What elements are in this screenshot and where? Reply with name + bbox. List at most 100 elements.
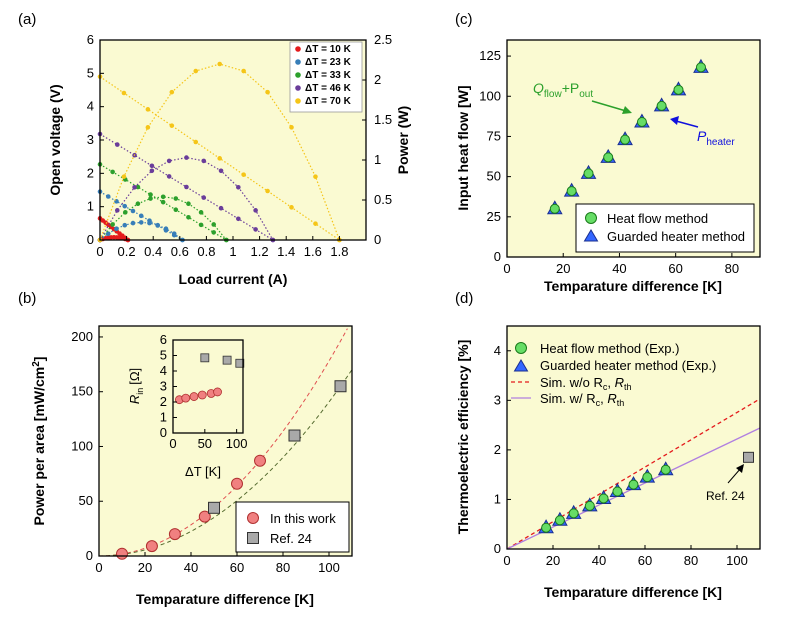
panel-c-ytick-5: 125: [479, 48, 501, 63]
panel-a-power-point-3-8: [236, 184, 241, 190]
panel-d-heat-flow-point-2: [568, 508, 579, 519]
panel-a-voltage-point-2-7: [186, 215, 191, 220]
panel-a-legend-marker-0: [295, 46, 301, 52]
panel-a-legend-marker-4: [295, 98, 301, 104]
panel-c-legend-guarded: Guarded heater method: [607, 229, 745, 244]
panel-c-heat-flow-point-7: [673, 84, 684, 95]
panel-a-power-point-4-4: [193, 68, 199, 74]
panel-b-this-work-point-4: [231, 477, 243, 490]
panel-a-legend-label-4: ΔT = 70 K: [305, 96, 352, 107]
panel-b-xtick-3: 60: [230, 560, 244, 575]
panel-c-annotation-qflow: Qflow+Pout: [533, 80, 593, 100]
panel-b-legend-marker-this-work: [247, 512, 259, 524]
panel-b-ytick-3: 150: [71, 384, 93, 399]
panel-c-arrow-qflow: [591, 100, 627, 112]
panel-a-ticks: 0 0.2 0.4 0.6 0.8 1 1.2 1.4 1.6 1.8 0 1 2 3 4 5 6 0 0.5 1 1.…: [87, 32, 392, 259]
panel-a-right-ytick-1: 0.5: [374, 192, 392, 207]
panel-c-arrowhead-qflow: [622, 106, 632, 114]
panel-d-xtick-5: 100: [726, 553, 748, 568]
panel-b-legend-marker-ref24: [247, 532, 259, 544]
panel-a-power-point-2-7: [186, 201, 191, 207]
panel-a-voltage-point-3-5: [184, 184, 189, 190]
panel-d-legend-heat-flow: Heat flow method (Exp.): [540, 341, 679, 356]
panel-a-ytick-5: 5: [87, 65, 94, 80]
panel-d-legend: Heat flow method (Exp.) Guarded heater m…: [511, 341, 716, 408]
panel-b-inset-this-work-point-3: [197, 390, 207, 400]
panel-d-heat-flow-point-0: [541, 522, 552, 533]
panel-a-power-point-3-6: [201, 158, 207, 164]
panel-d-heat-flow-point-3: [584, 500, 595, 511]
panel-c-legend-marker-guarded: [583, 229, 599, 242]
panel-b-ylabel-end: ]: [31, 357, 47, 362]
panel-b-legend-this-work: In this work: [270, 511, 336, 526]
panel-b-this-work-point-5: [254, 454, 266, 467]
panel-a-xtick-9: 1.8: [330, 244, 348, 259]
panel-b-ref24-point-2: [334, 380, 347, 393]
panel-a-voltage-point-3-3: [149, 163, 155, 169]
panel-d-label: (d): [455, 290, 473, 307]
panel-a-legend: ΔT = 10 K ΔT = 23 K ΔT = 33 K ΔT = 46 K ΔT =…: [289, 41, 363, 113]
panel-c-frame: [506, 39, 761, 258]
panel-a-power-point-3-5: [184, 155, 189, 160]
panel-a-power-line-2: [99, 196, 227, 241]
panel-c-ytick-0: 0: [494, 249, 501, 264]
panel-d-legend-marker-guarded: [513, 359, 529, 372]
panel-a-voltage-point-3-4: [166, 174, 172, 179]
panel-b-label: (b): [18, 290, 36, 307]
panel-c-heat-flow-point-4: [620, 134, 631, 145]
panel-b-inset-ytick-6: 6: [160, 332, 167, 347]
panel-d-points: [538, 451, 754, 534]
panel-a-ytick-0: 0: [87, 232, 94, 247]
panel-b-ylabel: Power per area [mW/cm2]: [31, 357, 47, 526]
panel-c-heat-flow-point-2: [583, 168, 594, 179]
panel-b-inset-ylabel-sub: in: [135, 388, 145, 395]
panel-c-arrowhead-pheater: [670, 116, 679, 125]
panel-a-voltage-point-4-5: [217, 156, 222, 161]
panel-c-ytick-2: 50: [487, 169, 501, 184]
panel-b-inset-points: [174, 353, 245, 405]
panel-d-legend-guarded: Guarded heater method (Exp.): [540, 358, 716, 373]
panel-c-ytick-3: 75: [487, 128, 501, 143]
panel-c-ylabel: Input heat flow [W]: [455, 85, 471, 210]
panel-b-inset-this-work-point-5: [213, 387, 222, 397]
panel-a-power-point-1-1: [105, 231, 111, 236]
panel-a-voltage-point-3-1: [114, 142, 120, 147]
panel-b-xtick-0: 0: [95, 560, 102, 575]
panel-b-ytick-1: 50: [79, 493, 93, 508]
panel-a-voltage-point-3-7: [218, 205, 224, 211]
panel-a-power-point-4-5: [217, 61, 222, 67]
panel-a-legend-label-0: ΔT = 10 K: [305, 44, 352, 55]
panel-d-arrow-ref24: [727, 467, 742, 484]
panel-a-power-point-2-3: [135, 201, 141, 207]
panel-b-inset-ref24-point-0: [200, 353, 210, 363]
panel-d-ytick-4: 4: [494, 343, 501, 358]
panel-a-power-point-2-1: [110, 222, 115, 227]
panel-d-ytick-0: 0: [494, 541, 501, 556]
panel-b-fit-lines: [98, 328, 353, 557]
panel-a-right-ytick-0: 0: [374, 232, 381, 247]
panel-b-this-work-point-0: [116, 547, 128, 560]
panel-d-legend-sim-w: Sim. w/ Rc, Rth: [540, 391, 624, 408]
panel-a-power-point-1-3: [122, 222, 128, 228]
panel-d-ref24-point-0: [743, 451, 754, 463]
panel-c-heat-flow-point-1: [566, 186, 577, 197]
panel-a-legend-box: [289, 41, 363, 113]
panel-b-ytick-0: 0: [86, 548, 93, 563]
panel-c-legend-marker-heat-flow: [585, 212, 597, 224]
panel-a-voltage-point-4-4: [193, 139, 199, 145]
panel-b-ytick-4: 200: [71, 329, 93, 344]
panel-a-power-point-3-1: [114, 208, 120, 213]
panel-d-frame: [506, 325, 761, 550]
panel-a-voltage-point-1-5: [138, 213, 144, 219]
panel-a-xtick-5: 1: [229, 244, 236, 259]
panel-d-heat-flow-point-8: [660, 464, 671, 475]
panel-b-xtick-5: 100: [318, 560, 340, 575]
panel-d-arrowhead-ref24: [736, 464, 744, 473]
panel-b-this-work-point-3: [198, 510, 211, 523]
panel-a-voltage-point-3-9: [253, 227, 258, 232]
panel-a-xtick-8: 1.6: [304, 244, 322, 259]
panel-a-power-point-1-6: [147, 220, 152, 226]
panel-a-power-point-4-6: [241, 68, 246, 74]
